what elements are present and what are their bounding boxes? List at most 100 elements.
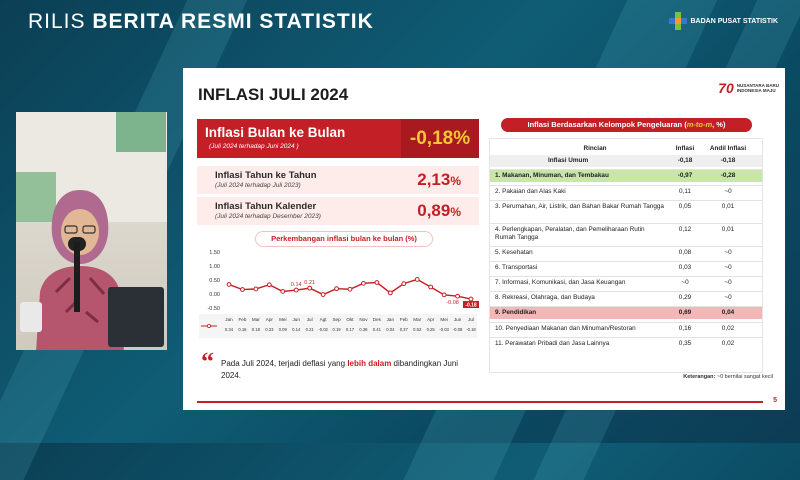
summary-quote: Pada Juli 2024, terjadi deflasi yang leb… [221,359,459,380]
table-cell-andil: 0,04 [721,309,735,316]
data-label: 0.17 [346,327,355,332]
x-tick-label: Jul [307,317,313,322]
data-label: 0.18 [252,327,261,332]
table-cell-name: 4. Perlengkapan, Peralatan, dan Pemeliha… [495,226,645,241]
expenditure-table: Rincian Inflasi Andil Inflasi Inflasi Um… [489,138,763,373]
data-label: 0.09 [279,327,288,332]
ri70-logo-icon: 70 [718,80,734,96]
data-label: 0.14 [292,327,301,332]
table-cell-name: 10. Penyediaan Makanan dan Minuman/Resto… [495,325,636,332]
data-label: 0.21 [306,327,315,332]
table-row: 9. Pendidikan 0,69 0,04 [490,306,762,319]
laptop-icon [108,287,164,347]
table-cell-andil: 0,01 [721,203,735,210]
data-point [226,282,232,287]
presenter-video [16,112,167,350]
table-cell-name: 9. Pendidikan [495,309,537,316]
table-cell-inf: -0,97 [677,172,693,179]
table-heading: Inflasi Berdasarkan Kelompok Pengeluaran… [501,118,752,132]
table-row: 6. Transportasi 0,03 ~0 [490,261,762,273]
table-cell-andil: ~0 [724,188,732,195]
table-cell-name: 2. Pakaian dan Alas Kaki [495,188,566,195]
x-tick-label: Apr [266,317,274,322]
inflation-line-chart: 1.501.000.500.00-0.500.14 0.21-0.08 -0.18J… [199,250,479,338]
data-point [387,290,393,296]
data-label: -0.03 [439,327,449,332]
annotation-label: -0.18 [465,303,477,309]
table-cell-andil: 0,02 [721,325,735,332]
table-cell-inf: 0,08 [678,249,692,256]
x-tick-label: Feb [238,317,246,322]
data-point [334,286,339,292]
page-number: 5 [773,397,777,404]
data-label: 0.52 [413,327,422,332]
table-cell-inf: ~0 [681,279,689,286]
presentation-slide: INFLASI JULI 2024 70 NUSANTARA BARU INDON… [183,68,785,410]
data-label: -0.08 [453,327,463,332]
data-point [320,292,326,297]
table-cell-andil: -0,28 [720,172,736,179]
agency-name: BADAN PUSAT STATISTIK [690,17,779,25]
table-row: 3. Perumahan, Air, Listrik, dan Bahan Ba… [490,200,762,220]
slide-title: INFLASI JULI 2024 [198,85,349,104]
table-cell-inf: 0,11 [679,188,691,195]
x-tick-label: Feb [400,317,408,322]
x-tick-label: Mar [413,317,421,322]
data-point [347,286,353,292]
inflation-ytd-sub: (Juli 2024 terhadap Desember 2023) [215,213,321,220]
data-label: 0.38 [359,327,368,332]
cup-icon [20,302,42,332]
data-label: 0.41 [373,327,382,332]
x-tick-label: Des [373,317,382,322]
inflation-ytd-card: Inflasi Tahun Kalender (Juli 2024 terhad… [197,197,479,225]
quote-icon: “ [201,347,214,376]
table-cell-inf: 0,12 [678,226,692,233]
table-cell-inf: 0,03 [678,264,692,271]
data-label: 0.19 [332,327,341,332]
data-point [428,284,434,290]
chart-title: Perkembangan inflasi bulan ke bulan (%) [255,231,433,247]
data-point [293,287,299,293]
bps-logo-icon [668,12,687,30]
data-label: -0.18 [466,327,476,332]
table-cell-andil: 0,02 [721,340,735,347]
data-label: 0.33 [265,327,274,332]
y-tick-label: -0.50 [207,306,220,312]
data-point [253,286,259,292]
data-label: 0.04 [386,327,395,332]
table-cell-inf: 0,35 [678,340,692,347]
x-tick-label: Sep [332,317,341,322]
data-point [280,289,286,294]
table-row: 8. Rekreasi, Olahraga, dan Budaya 0,29 ~0 [490,291,762,303]
table-cell-andil: 0,01 [721,226,735,233]
inflation-mtm-label: Inflasi Bulan ke Bulan [205,125,346,140]
legend-marker [206,324,211,329]
data-point [414,277,420,282]
data-point [307,285,313,291]
inflation-yoy-card: Inflasi Tahun ke Tahun (Juli 2024 terhad… [197,166,479,194]
inflation-mtm-sub: (Juli 2024 terhadap Juni 2024 ) [209,143,299,150]
data-label: 0.16 [238,327,247,332]
table-cell-inf: 0,29 [678,294,692,301]
data-table-bg [199,314,477,338]
x-tick-label: Mar [252,317,260,322]
table-cell-andil: ~0 [724,249,732,256]
x-tick-label: Mei [279,317,286,322]
presenter-figure-icon [36,190,124,350]
table-cell-andil: ~0 [724,264,732,271]
table-cell-inf: 0,69 [678,309,692,316]
annotation-badge [463,301,479,309]
table-cell-andil: ~0 [724,279,732,286]
table-header-row: Rincian Inflasi Andil Inflasi [490,143,762,155]
inflation-yoy-sub: (Juli 2024 terhadap Juli 2023) [215,182,301,189]
data-label: -0.02 [318,327,328,332]
x-tick-label: Okt [346,317,354,322]
x-tick-label: Nov [359,317,368,322]
column-header-rincian: Rincian [583,145,607,152]
table-cell-inf: 0,05 [678,203,692,210]
table-row: 7. Informasi, Komunikasi, dan Jasa Keuan… [490,276,762,288]
x-tick-label: Jul [468,317,474,322]
inflation-yoy-value: 2,13% [417,170,461,189]
table-row: 1. Makanan, Minuman, dan Tembakau -0,97 -0… [490,169,762,182]
table-cell-name: 6. Transportasi [495,264,538,271]
